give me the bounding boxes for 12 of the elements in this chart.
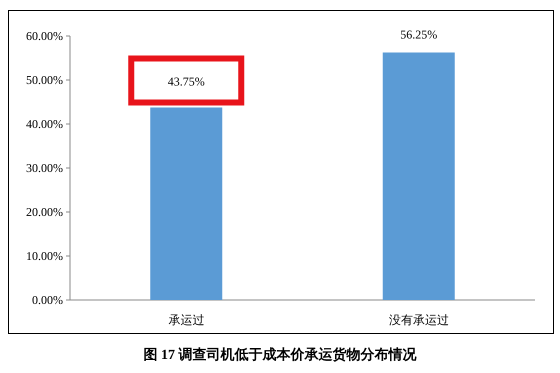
y-tick-label: 60.00% (26, 29, 63, 43)
x-tick-label: 没有承运过 (388, 313, 449, 327)
y-tick-label: 40.00% (26, 117, 63, 131)
text: 图 17 调查司机低于成本价承运货物分布情况 (144, 347, 418, 363)
data-label: 43.75% (168, 74, 205, 88)
y-tick-label: 10.00% (26, 249, 63, 263)
y-tick-label: 0.00% (32, 293, 63, 307)
x-tick-label: 承运过 (168, 313, 204, 327)
y-tick-label: 20.00% (26, 205, 63, 219)
data-label: 56.25% (400, 28, 438, 42)
y-tick-label: 30.00% (26, 161, 63, 175)
y-tick-label: 50.00% (26, 73, 63, 87)
